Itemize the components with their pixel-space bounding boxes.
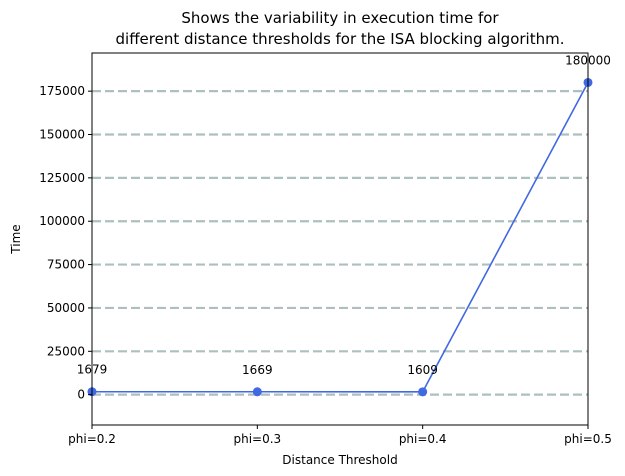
x-tick-label: phi=0.4 [399, 432, 447, 446]
chart-title-line-1: Shows the variability in execution time … [181, 9, 499, 27]
plot-frame [91, 52, 589, 426]
gridlines [92, 90, 588, 396]
data-points [87, 77, 593, 397]
y-axis-ticks: 0 25000 50000 75000 100000 125000 150000 175000 [39, 84, 92, 402]
y-tick-label: 75000 [47, 258, 85, 272]
y-tick-label: 100000 [39, 214, 85, 228]
data-point [252, 387, 262, 397]
x-axis-ticks: phi=0.2 phi=0.3 phi=0.4 phi=0.5 [68, 425, 612, 446]
y-tick-label: 150000 [39, 128, 85, 142]
data-point [418, 387, 428, 397]
x-tick-label: phi=0.5 [564, 432, 612, 446]
x-axis-label: Distance Threshold [282, 453, 397, 467]
data-label: 1609 [407, 363, 438, 377]
series-line-path [91, 82, 589, 393]
y-tick-label: 175000 [39, 84, 85, 98]
y-tick-label: 0 [77, 388, 85, 402]
y-tick-label: 125000 [39, 171, 85, 185]
x-tick-label: phi=0.3 [233, 432, 281, 446]
chart-title-line-2: different distance thresholds for the IS… [116, 30, 565, 48]
y-tick-label: 25000 [47, 344, 85, 358]
y-tick-label: 50000 [47, 301, 85, 315]
data-label: 1669 [242, 363, 273, 377]
x-tick-label: phi=0.2 [68, 432, 116, 446]
y-axis-label: Time [9, 224, 23, 254]
series-line [91, 82, 589, 393]
